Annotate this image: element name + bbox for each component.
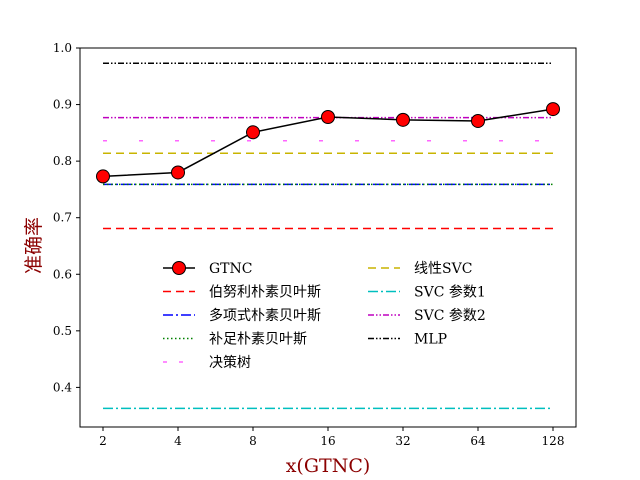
y-tick-label: 0.6 <box>53 267 72 281</box>
x-tick-label: 4 <box>174 434 182 448</box>
y-tick-label: 0.4 <box>53 380 72 394</box>
y-tick-label: 0.8 <box>53 154 72 168</box>
gtnc-series <box>96 102 560 184</box>
gtnc-point <box>396 112 410 127</box>
legend-item: 线性SVC <box>368 261 472 277</box>
gtnc-point <box>471 113 485 128</box>
legend-item: 伯努利朴素贝叶斯 <box>163 285 321 301</box>
legend-item: 多项式朴素贝叶斯 <box>163 307 321 324</box>
x-axis-label: x(GTNC) <box>286 455 371 477</box>
x-tick-label: 128 <box>542 434 565 448</box>
gtnc-point <box>96 169 110 184</box>
gtnc-point <box>546 102 560 117</box>
legend-label: 多项式朴素贝叶斯 <box>209 307 321 324</box>
y-axis-label: 准确率 <box>23 217 45 274</box>
gtnc-point <box>246 125 260 140</box>
legend-label: 线性SVC <box>414 261 472 277</box>
legend-item: SVC 参数2 <box>368 307 486 324</box>
legend-label: GTNC <box>209 261 252 277</box>
legend-label: 决策树 <box>209 354 251 371</box>
y-tick-label: 0.7 <box>53 211 72 225</box>
legend-label: 补足朴素贝叶斯 <box>209 332 307 348</box>
legend-label: 伯努利朴素贝叶斯 <box>209 285 321 301</box>
legend-marker <box>172 261 186 275</box>
legend-label: MLP <box>414 332 447 348</box>
y-axis: 0.4 0.5 0.6 0.7 0.8 0.9 1.0 <box>53 41 80 394</box>
legend-item: SVC 参数1 <box>368 284 486 301</box>
y-tick-label: 0.5 <box>53 324 72 338</box>
x-tick-label: 32 <box>395 434 410 448</box>
legend-item: GTNC <box>163 261 252 277</box>
gtnc-point <box>171 165 185 180</box>
legend-label: SVC 参数1 <box>414 284 486 301</box>
y-tick-label: 1.0 <box>53 41 72 55</box>
legend-item: MLP <box>368 332 447 348</box>
x-tick-label: 2 <box>99 434 107 448</box>
plot-frame <box>79 47 577 428</box>
legend-label: SVC 参数2 <box>414 307 486 324</box>
y-tick-label: 0.9 <box>53 98 72 112</box>
x-axis: 2 4 8 16 32 64 128 <box>99 427 564 448</box>
legend-item: 补足朴素贝叶斯 <box>163 332 307 348</box>
x-tick-label: 16 <box>320 434 335 448</box>
x-tick-label: 64 <box>470 434 486 448</box>
x-tick-label: 8 <box>249 434 257 448</box>
legend-item: 决策树 <box>163 354 251 371</box>
gtnc-point <box>321 110 335 125</box>
